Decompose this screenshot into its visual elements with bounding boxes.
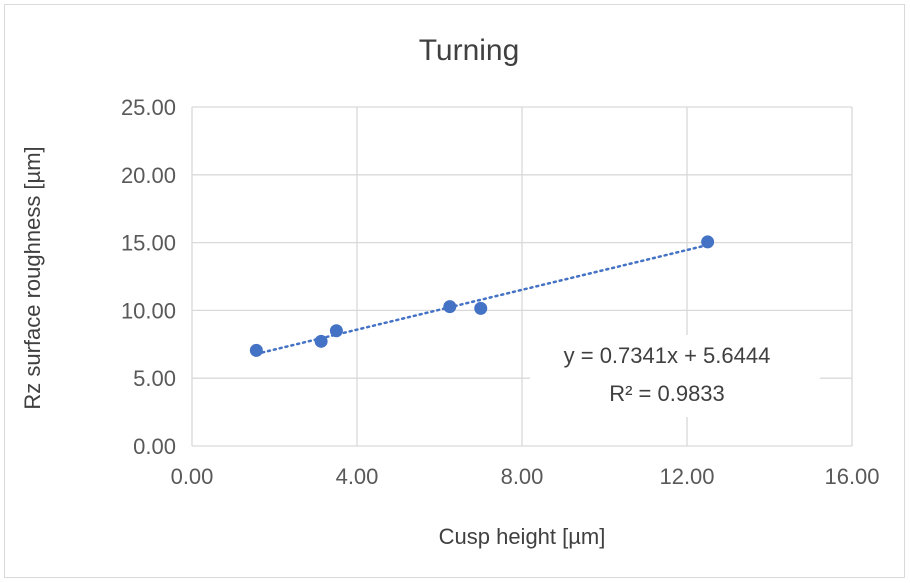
y-tick-label: 25.00 xyxy=(121,95,176,120)
trendline xyxy=(255,243,709,356)
x-axis-ticks: 0.00 4.00 8.00 12.00 16.00 xyxy=(171,464,880,489)
chart-area xyxy=(4,4,905,578)
data-point xyxy=(443,300,457,314)
trendline-r-squared: R² = 0.9833 xyxy=(609,381,725,406)
x-tick-label: 12.00 xyxy=(659,464,714,489)
data-point xyxy=(474,301,488,315)
x-tick-label: 16.00 xyxy=(824,464,879,489)
data-point xyxy=(249,343,263,357)
x-axis-title: Cusp height [µm] xyxy=(439,524,606,549)
y-axis-title: Rz surface roughness [µm] xyxy=(20,146,45,409)
x-tick-label: 8.00 xyxy=(501,464,544,489)
x-tick-label: 0.00 xyxy=(171,464,214,489)
chart-title: Turning xyxy=(419,34,520,67)
equation-background xyxy=(530,335,820,417)
y-axis-ticks: 0.00 5.00 10.00 15.00 20.00 25.00 xyxy=(121,95,176,459)
y-tick-label: 5.00 xyxy=(133,366,176,391)
data-points xyxy=(249,235,715,357)
gridlines xyxy=(191,106,853,447)
trendline-equation: y = 0.7341x + 5.6444 xyxy=(564,343,771,368)
data-point xyxy=(329,324,343,338)
y-tick-label: 20.00 xyxy=(121,163,176,188)
trendline-equation-box: y = 0.7341x + 5.6444 R² = 0.9833 xyxy=(530,335,820,417)
data-point xyxy=(314,334,328,348)
y-tick-label: 0.00 xyxy=(133,434,176,459)
x-tick-label: 4.00 xyxy=(336,464,379,489)
y-tick-label: 15.00 xyxy=(121,231,176,256)
data-point xyxy=(701,235,715,249)
trendline-layer xyxy=(255,243,709,356)
y-tick-label: 10.00 xyxy=(121,298,176,323)
